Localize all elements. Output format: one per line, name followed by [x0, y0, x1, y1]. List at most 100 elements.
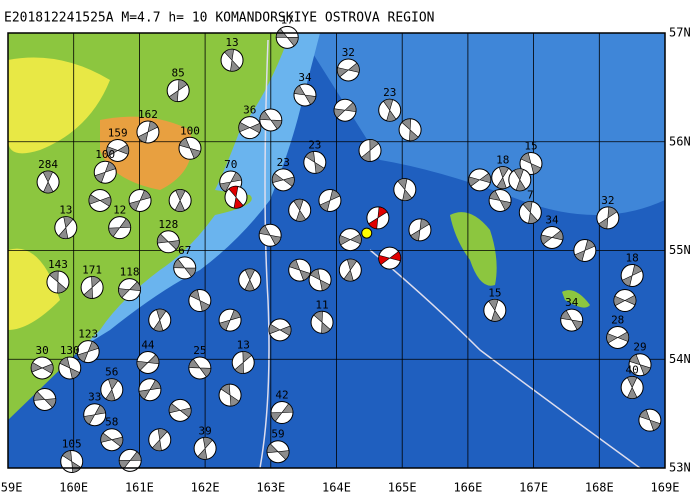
depth-label: 18: [626, 252, 639, 265]
beachball: [218, 308, 242, 332]
beachball-compression: [520, 152, 542, 175]
beachball-compression: [626, 376, 638, 399]
beachball-compression: [333, 102, 357, 119]
beachball: [308, 268, 332, 292]
beachball: [148, 308, 172, 332]
lon-label: 159E: [0, 481, 22, 495]
beachball-compression: [337, 62, 360, 78]
beachball: [573, 239, 597, 262]
depth-label: 13: [59, 204, 72, 217]
beachball: [336, 58, 360, 82]
beachball: [148, 428, 172, 452]
depth-label: 29: [633, 341, 646, 354]
beachball: [358, 138, 382, 162]
beachball: [275, 25, 299, 49]
beachball: [378, 98, 402, 122]
depth-label: 17: [281, 13, 294, 26]
beachball-compression: [639, 409, 661, 431]
beachball: [638, 408, 662, 432]
depth-label: 23: [308, 138, 321, 151]
beachball-compression: [118, 451, 142, 470]
depth-label: 7: [527, 188, 534, 201]
beachball-compression: [234, 351, 253, 374]
beachball: [628, 353, 652, 377]
lon-label: 162E: [191, 481, 220, 495]
beachball: [613, 289, 637, 313]
beachball: [224, 185, 248, 209]
beachball-compression: [382, 98, 397, 122]
beachball: [58, 356, 82, 380]
beachball-compression: [293, 199, 307, 222]
depth-label: 70: [224, 158, 237, 171]
beachball-compression: [168, 79, 188, 102]
depth-label: 143: [48, 258, 68, 271]
beachball: [366, 206, 390, 230]
depth-label: 85: [172, 67, 185, 80]
title: E201812241525A M=4.7 h= 10 KOMANDORSKIYE…: [4, 11, 434, 26]
beachball-compression: [496, 166, 510, 189]
depth-label: 40: [626, 364, 639, 377]
depth-label: 34: [545, 213, 559, 226]
beachball-compression: [270, 403, 294, 422]
beachball-compression: [58, 216, 74, 239]
beachball: [83, 403, 107, 427]
beachball: [218, 383, 242, 407]
lat-label: 55N: [669, 243, 691, 257]
beachball-compression: [118, 281, 141, 298]
beachball-compression: [174, 189, 186, 212]
depth-label: 56: [105, 366, 118, 379]
lon-label: 164E: [322, 481, 351, 495]
beachball: [393, 178, 417, 202]
lat-label: 54N: [669, 352, 691, 366]
beachball-compression: [488, 299, 502, 322]
depth-label: 67: [178, 244, 191, 257]
depth-label: 23: [277, 156, 290, 169]
beachball-compression: [401, 118, 419, 142]
beachball-compression: [219, 171, 242, 193]
axis-labels: 159E 160E 161E 162E 163E 164E 165E 166E 167E 168E…: [0, 26, 691, 495]
lon-label: 161E: [125, 481, 154, 495]
beachball-compression: [621, 264, 643, 287]
beachball-compression: [136, 354, 160, 371]
beachball-compression: [49, 270, 67, 294]
depth-label: 162: [138, 108, 158, 121]
beachball: [293, 83, 317, 107]
beachball: [188, 356, 212, 380]
beachball-compression: [33, 391, 57, 408]
beachball: [288, 258, 312, 282]
depth-label: 33: [88, 391, 101, 404]
beachball-compression: [560, 310, 583, 331]
lon-label: 166E: [453, 481, 482, 495]
beachball-compression: [378, 251, 402, 266]
beachball-compression: [88, 194, 112, 207]
beachball-compression: [574, 239, 596, 262]
beachball: [318, 188, 342, 212]
beachball: [596, 206, 620, 230]
beachball: [106, 138, 130, 162]
beachball: [33, 387, 57, 411]
beachball-compression: [42, 170, 54, 194]
beachball-compression: [188, 358, 212, 378]
depth-label: 39: [198, 424, 211, 437]
beachball: [88, 188, 112, 212]
beachball-compression: [343, 258, 358, 282]
beachball-compression: [219, 309, 241, 331]
beachball-compression: [522, 201, 539, 224]
beachball-compression: [197, 437, 213, 460]
depth-label: 44: [141, 339, 155, 352]
depth-label: 100: [180, 124, 200, 137]
depth-label: 13: [237, 339, 250, 352]
beachball: [30, 356, 54, 380]
beachball-compression: [151, 428, 168, 451]
beachball: [560, 308, 584, 332]
beachball-compression: [598, 206, 618, 230]
lon-label: 168E: [585, 481, 614, 495]
beachball: [136, 351, 160, 375]
beachball: [620, 376, 644, 400]
depth-label: 171: [82, 263, 102, 276]
beachball: [310, 310, 334, 334]
beachball-compression: [105, 378, 119, 401]
depth-label: 59: [271, 428, 284, 441]
depth-label: 159: [108, 126, 128, 139]
